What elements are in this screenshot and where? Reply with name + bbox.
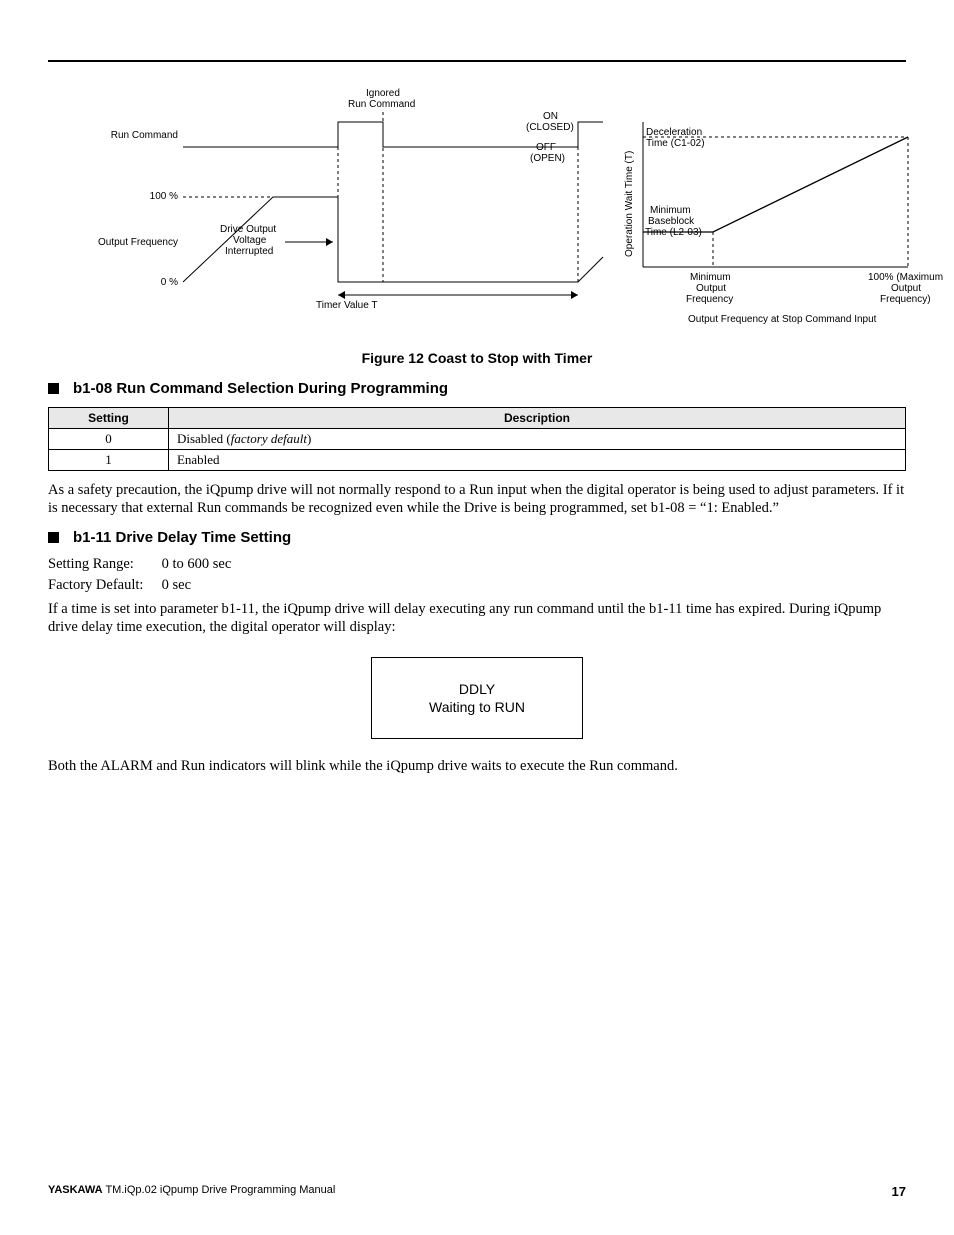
label-off: OFF: [536, 142, 556, 153]
label-dov-1: Drive Output: [220, 224, 276, 235]
factory-default-label: Factory Default:: [48, 577, 158, 594]
label-closed: (CLOSED): [526, 122, 574, 133]
label-0pct: 0 %: [108, 277, 178, 288]
label-minbb-3: Time (L2-03): [645, 227, 702, 238]
label-maxof-3: Frequency): [880, 294, 931, 305]
page: Ignored Run Command ON (CLOSED) OFF (OPE…: [0, 0, 954, 1235]
bullet-icon: [48, 532, 59, 543]
figure-caption: Figure 12 Coast to Stop with Timer: [48, 350, 906, 366]
cell-desc: Disabled (factory default): [168, 429, 905, 450]
label-open: (OPEN): [530, 153, 565, 164]
paragraph-b1-11: If a time is set into parameter b1-11, t…: [48, 600, 906, 636]
heading-b1-11-text: b1-11 Drive Delay Time Setting: [73, 529, 291, 546]
th-setting: Setting: [49, 408, 169, 429]
label-minbb-1: Minimum: [650, 205, 691, 216]
label-ylabel: Operation Wait Time (T): [624, 151, 635, 257]
display-line-2: Waiting to RUN: [372, 698, 582, 716]
label-ignored: Ignored: [366, 88, 400, 99]
setting-range-value: 0 to 600 sec: [162, 556, 232, 572]
factory-default-value: 0 sec: [162, 577, 191, 593]
heading-b1-11: b1-11 Drive Delay Time Setting: [48, 529, 906, 546]
footer-left: YASKAWA TM.iQp.02 iQpump Drive Programmi…: [48, 1184, 335, 1199]
page-footer: YASKAWA TM.iQp.02 iQpump Drive Programmi…: [48, 1184, 906, 1199]
table-row: 0 Disabled (factory default): [49, 429, 906, 450]
label-output-freq: Output Frequency: [78, 237, 178, 248]
cell-setting: 1: [49, 450, 169, 471]
right-chart: [608, 82, 918, 322]
label-dov-2: Voltage: [233, 235, 266, 246]
label-minof-1: Minimum: [690, 272, 731, 283]
setting-range-label: Setting Range:: [48, 556, 158, 573]
cell-desc-pre: Disabled (: [177, 431, 231, 446]
cell-desc-post: ): [307, 431, 311, 446]
label-minof-2: Output: [696, 283, 726, 294]
figure-12: Ignored Run Command ON (CLOSED) OFF (OPE…: [48, 82, 906, 342]
label-dov-3: Interrupted: [225, 246, 273, 257]
table-row: 1 Enabled: [49, 450, 906, 471]
settings-table-b1-08: Setting Description 0 Disabled (factory …: [48, 407, 906, 471]
setting-range-line: Setting Range: 0 to 600 sec: [48, 556, 906, 573]
top-rule: [48, 60, 906, 62]
paragraph-after-display: Both the ALARM and Run indicators will b…: [48, 757, 906, 775]
cell-desc: Enabled: [168, 450, 905, 471]
operator-display-box: DDLY Waiting to RUN: [371, 657, 583, 739]
cell-desc-italic: factory default: [231, 431, 307, 446]
label-100pct: 100 %: [108, 191, 178, 202]
factory-default-line: Factory Default: 0 sec: [48, 577, 906, 594]
cell-setting: 0: [49, 429, 169, 450]
label-ignored-2: Run Command: [348, 99, 415, 110]
cell-desc-pre: Enabled: [177, 452, 220, 467]
label-decel-1: Deceleration: [646, 127, 702, 138]
label-decel-2: Time (C1-02): [646, 138, 705, 149]
th-description: Description: [168, 408, 905, 429]
label-run-command: Run Command: [93, 130, 178, 141]
label-xlabel: Output Frequency at Stop Command Input: [688, 314, 876, 325]
label-minbb-2: Baseblock: [648, 216, 694, 227]
paragraph-b1-08: As a safety precaution, the iQpump drive…: [48, 481, 906, 517]
label-maxof-1: 100% (Maximum: [868, 272, 943, 283]
footer-brand: YASKAWA: [48, 1184, 103, 1196]
heading-b1-08: b1-08 Run Command Selection During Progr…: [48, 380, 906, 397]
label-minof-3: Frequency: [686, 294, 733, 305]
footer-page-number: 17: [892, 1184, 906, 1199]
label-timer: Timer Value T: [316, 300, 378, 311]
display-line-1: DDLY: [372, 680, 582, 698]
footer-doc: TM.iQp.02 iQpump Drive Programming Manua…: [103, 1184, 336, 1196]
bullet-icon: [48, 383, 59, 394]
label-maxof-2: Output: [891, 283, 921, 294]
label-on: ON: [543, 111, 558, 122]
heading-b1-08-text: b1-08 Run Command Selection During Progr…: [73, 380, 448, 397]
